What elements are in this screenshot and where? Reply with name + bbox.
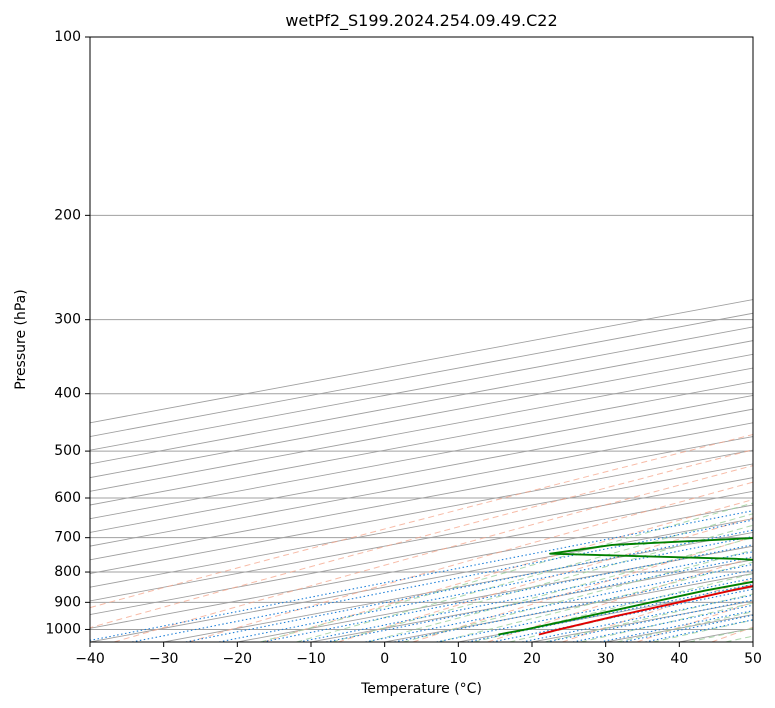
y-tick-label: 1000 — [45, 621, 81, 637]
isotherm-gridline — [90, 490, 753, 616]
x-tick-label: −40 — [75, 651, 105, 667]
isotherm-gridline — [90, 367, 753, 492]
x-tick-label: 10 — [449, 651, 467, 667]
dry-adiabat-line — [90, 449, 753, 629]
dry-adiabat-line — [711, 626, 753, 642]
mixing-ratio-line — [492, 588, 753, 642]
mixing-ratio-line — [218, 535, 753, 642]
dry-adiabat-line — [90, 433, 753, 609]
isotherm-gridline — [90, 504, 753, 629]
mixing-ratio-line — [90, 510, 753, 641]
moist-adiabat-line — [260, 502, 753, 642]
isotherm-gridline — [90, 394, 753, 520]
moist-adiabat-line — [331, 524, 753, 642]
chart-title: wetPf2_S199.2024.254.09.49.C22 — [285, 11, 557, 31]
isotherm-gridline — [90, 340, 753, 465]
mixing-ratio-line — [622, 614, 753, 642]
moist-adiabat-line — [725, 635, 753, 642]
isotherm-gridline — [90, 299, 753, 424]
isotherm-gridline — [310, 559, 753, 642]
moist-adiabat-line — [509, 583, 753, 642]
y-tick-label: 800 — [54, 564, 81, 580]
dry-adiabat-line — [338, 517, 753, 642]
y-axis-label: Pressure (hPa) — [13, 289, 29, 389]
isotherm-gridline — [90, 353, 753, 479]
moist-adiabat-line — [688, 627, 753, 642]
dry-adiabat-line — [562, 578, 753, 642]
moist-adiabat-line — [616, 611, 753, 642]
mixing-ratio-line — [299, 551, 753, 642]
isotherm-gridline — [90, 422, 753, 547]
moist-adiabat-line — [473, 573, 753, 642]
y-tick-label: 500 — [54, 443, 81, 459]
dry-adiabat-line — [263, 499, 753, 642]
x-axis-label: Temperature (°C) — [360, 681, 482, 697]
y-tick-label: 700 — [54, 530, 81, 546]
isotherm-gridline — [90, 449, 753, 574]
y-tick-label: 900 — [54, 594, 81, 610]
moist-adiabat-line — [652, 619, 753, 642]
x-tick-label: 30 — [597, 651, 615, 667]
mixing-ratio-line — [185, 529, 753, 642]
isotherm-gridline — [90, 477, 753, 602]
y-tick-label: 600 — [54, 490, 81, 506]
isotherm-gridline — [90, 463, 753, 588]
mixing-ratio-line — [599, 610, 753, 642]
y-tick-label: 300 — [54, 312, 81, 328]
y-tick-label: 200 — [54, 207, 81, 223]
x-axis: −40 −30 −20 −10 0 10 20 30 40 50 — [75, 642, 762, 667]
background-lines — [90, 37, 753, 642]
x-tick-label: −20 — [223, 651, 253, 667]
isotherm-gridline — [90, 408, 753, 533]
mixing-ratio-line — [365, 563, 753, 642]
plot-frame — [89, 36, 754, 643]
x-tick-label: −10 — [296, 651, 326, 667]
isotherm-gridline — [90, 518, 753, 642]
x-tick-label: 50 — [744, 651, 762, 667]
moist-adiabat-line — [367, 536, 753, 642]
x-tick-label: 40 — [670, 651, 688, 667]
dry-adiabat-line — [113, 465, 753, 642]
y-tick-label: 400 — [54, 386, 81, 402]
isotherm-gridline — [90, 381, 753, 506]
isotherm-gridline — [752, 641, 753, 642]
x-tick-label: 20 — [523, 651, 541, 667]
dry-adiabat-line — [412, 536, 753, 642]
isotherm-gridline — [90, 312, 753, 437]
mixing-ratio-line — [131, 519, 753, 642]
dry-adiabat-line — [487, 556, 753, 642]
y-tick-label: 100 — [54, 29, 81, 45]
dry-adiabat-line — [636, 601, 753, 642]
isotherm-gridline — [90, 326, 753, 451]
y-axis: 100 200 300 400 500 600 700 800 900 1000 — [45, 29, 90, 637]
mixing-ratio-line — [262, 544, 753, 642]
x-tick-label: 0 — [380, 651, 389, 667]
x-tick-label: −30 — [149, 651, 179, 667]
isotherm-gridline — [605, 614, 753, 642]
temperature-profile-line — [538, 585, 753, 636]
isotherm-gridline — [90, 436, 753, 561]
mixing-ratio-line — [325, 556, 753, 642]
